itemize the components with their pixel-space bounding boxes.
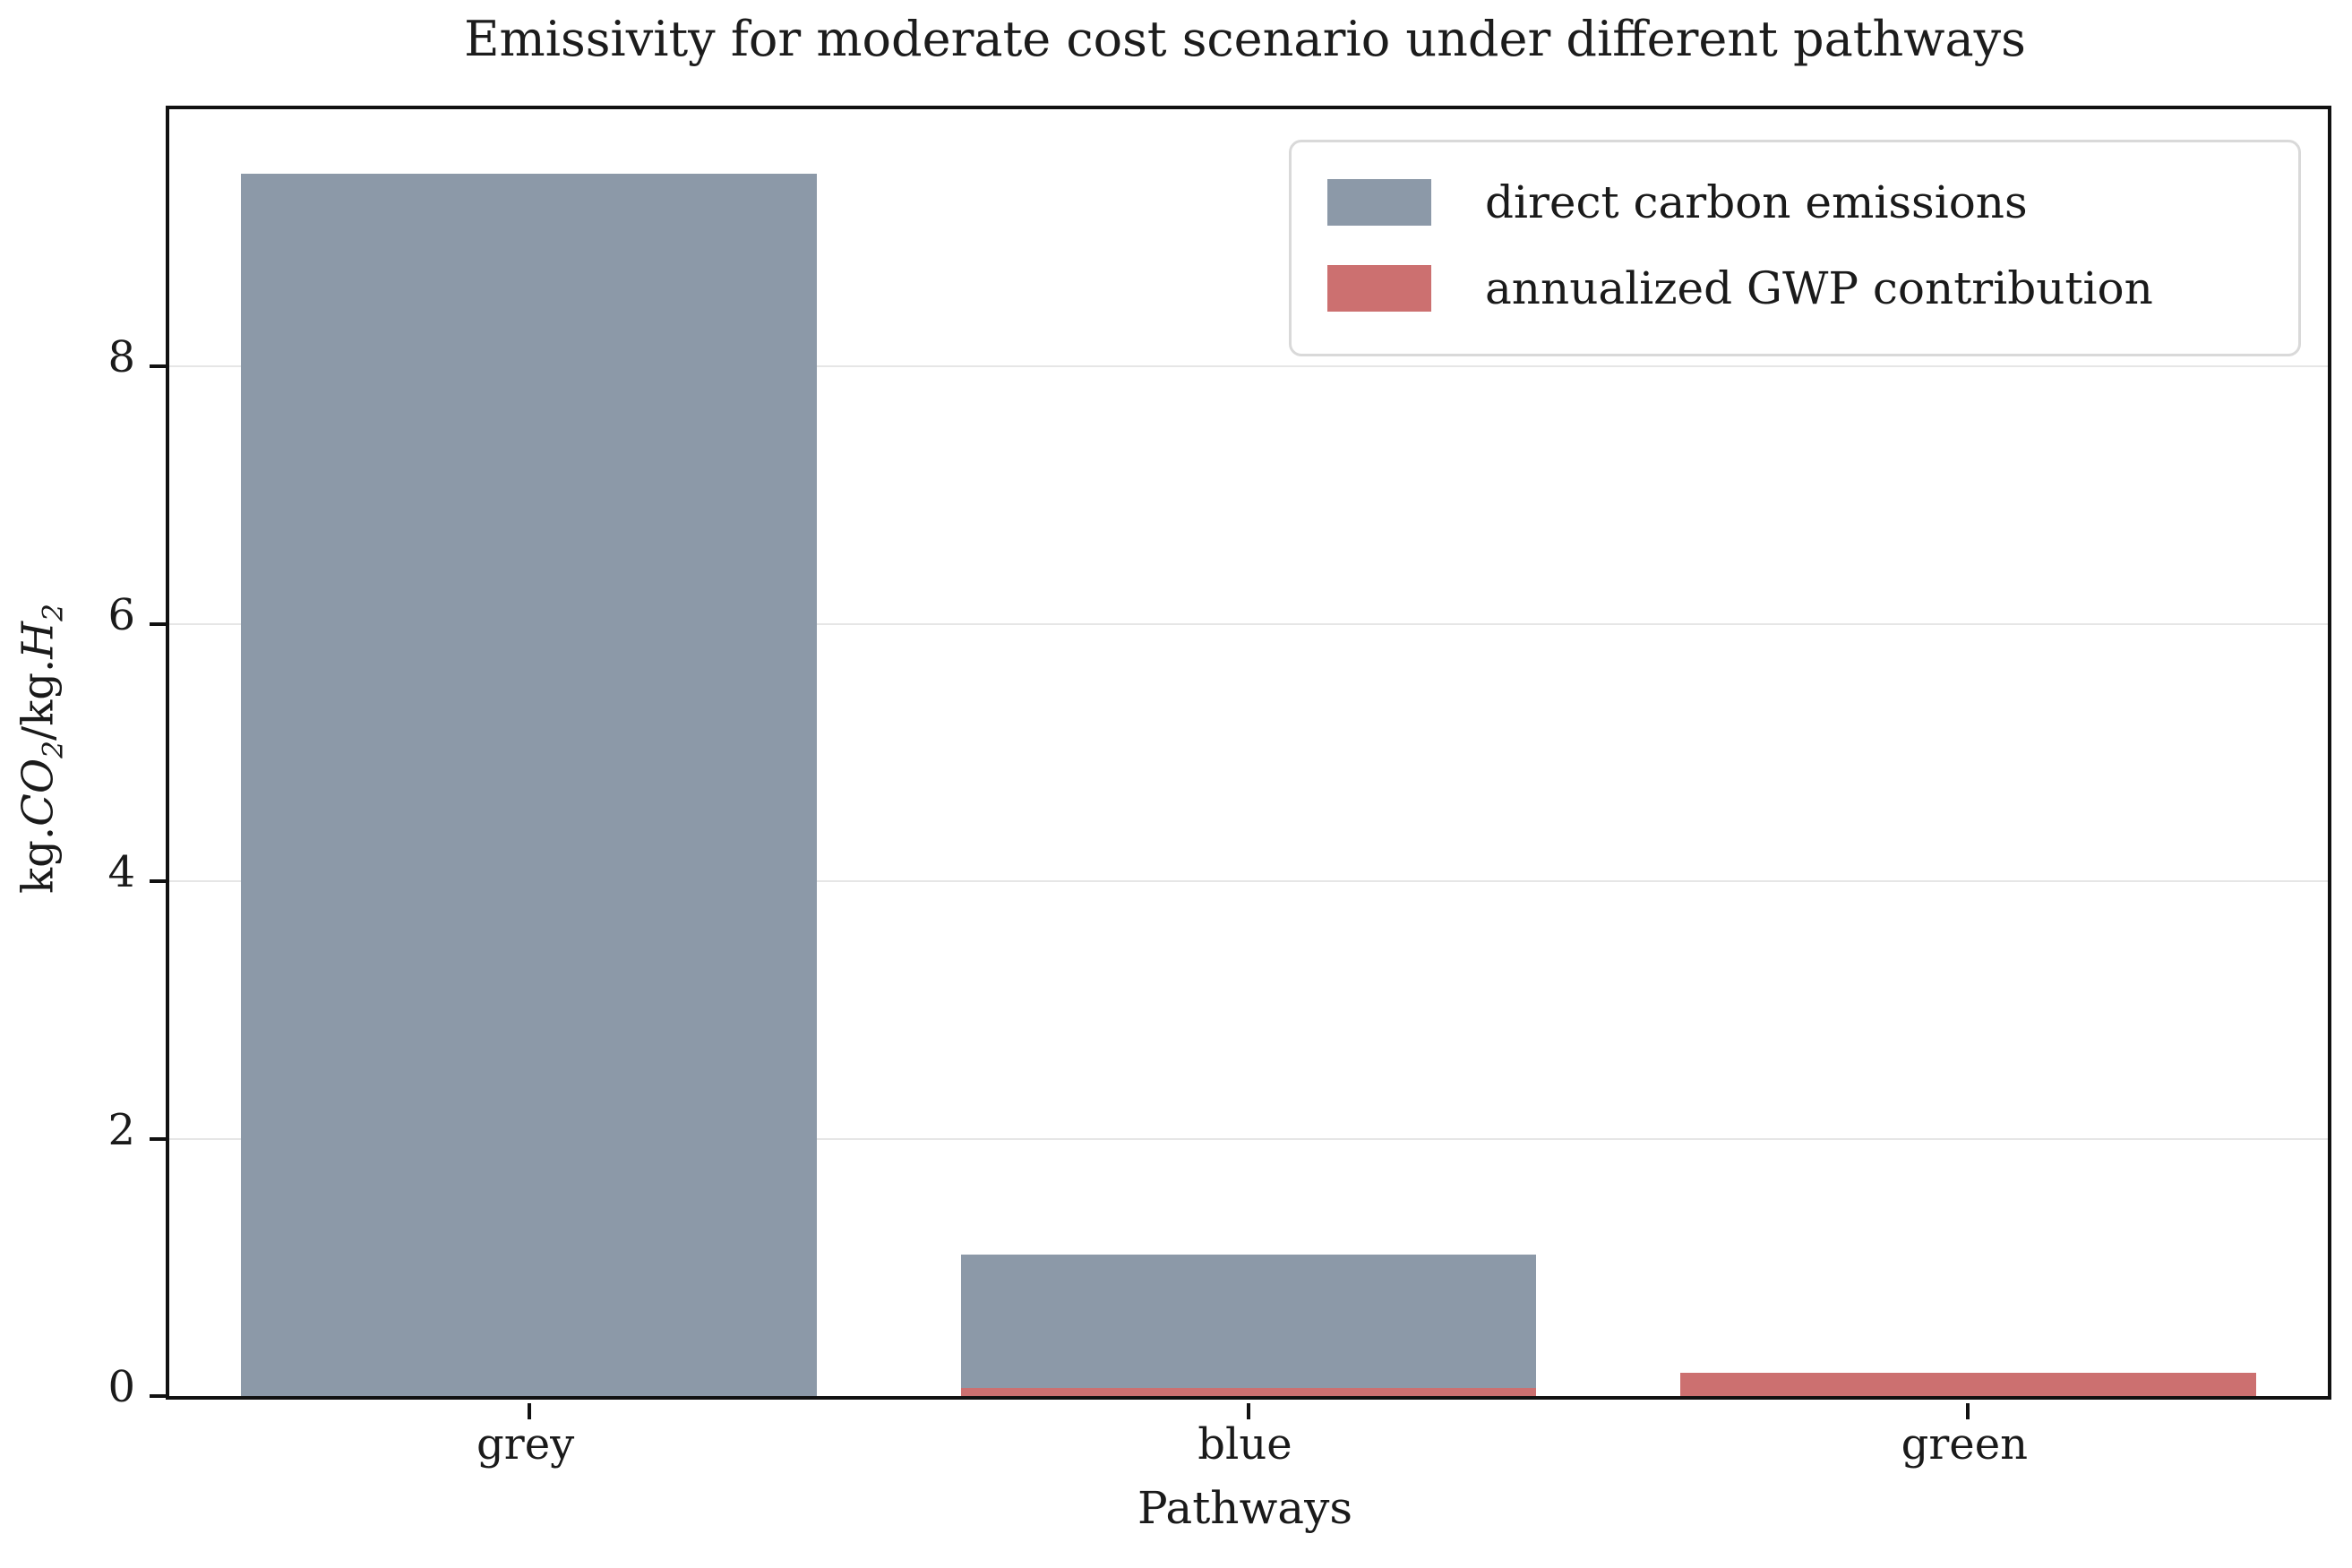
y-tick-mark-8 <box>150 364 166 369</box>
legend: direct carbon emissions annualized GWP c… <box>1289 140 2301 356</box>
gridline-y-4 <box>169 880 2328 883</box>
legend-item-direct-carbon-emissions: direct carbon emissions <box>1327 176 2298 228</box>
bar-green-annualized-GWP-contribution <box>1679 1373 2256 1396</box>
x-tick-label-green: green <box>1901 1419 2029 1469</box>
x-tick-label-grey: grey <box>476 1419 575 1469</box>
y-tick-mark-6 <box>150 621 166 626</box>
legend-item-annualized-gwp-contribution: annualized GWP contribution <box>1327 262 2298 314</box>
gridline-y-8 <box>169 365 2328 368</box>
y-tick-label-2: 2 <box>107 1104 135 1155</box>
x-tick-mark-blue <box>1247 1403 1250 1419</box>
x-axis-label: Pathways <box>1137 1482 1352 1534</box>
legend-swatch-direct-carbon-emissions <box>1327 179 1431 226</box>
y-tick-label-4: 4 <box>107 847 135 898</box>
plot-area: direct carbon emissions annualized GWP c… <box>150 106 2331 1419</box>
gridline-y-6 <box>169 622 2328 625</box>
legend-swatch-annualized-gwp-contribution <box>1327 265 1431 312</box>
gridline-y-2 <box>169 1137 2328 1140</box>
y-tick-mark-4 <box>150 879 166 884</box>
x-tick-label-blue: blue <box>1197 1419 1292 1469</box>
y-tick-label-0: 0 <box>107 1362 135 1412</box>
legend-label-direct-carbon-emissions: direct carbon emissions <box>1485 176 2028 228</box>
y-tick-mark-2 <box>150 1136 166 1141</box>
bar-blue-annualized-GWP-contribution <box>960 1388 1537 1396</box>
y-tick-label-8: 8 <box>107 332 135 383</box>
x-tick-mark-green <box>1966 1403 1970 1419</box>
chart-title: Emissivity for moderate cost scenario un… <box>464 11 2026 67</box>
y-tick-mark-0 <box>150 1394 166 1398</box>
bar-grey-direct-carbon-emissions <box>241 173 818 1396</box>
bar-blue-direct-carbon-emissions <box>960 1254 1537 1396</box>
y-axis-label: kg.CO2/kg.H2 <box>13 604 70 894</box>
x-tick-mark-grey <box>527 1403 531 1419</box>
legend-label-annualized-gwp-contribution: annualized GWP contribution <box>1485 262 2153 314</box>
y-tick-label-6: 6 <box>107 589 135 640</box>
